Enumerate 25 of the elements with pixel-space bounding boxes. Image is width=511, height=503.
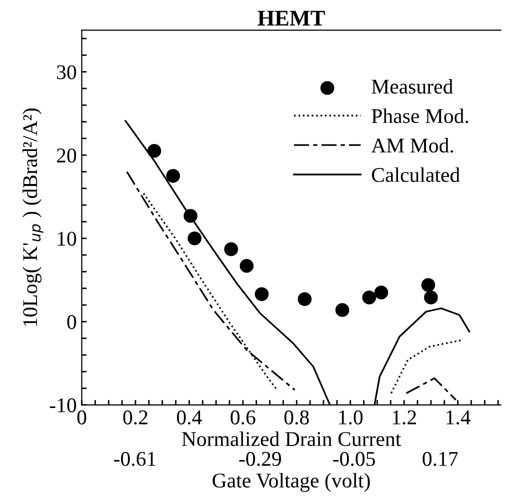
x2-tick-label: -0.05 bbox=[333, 452, 375, 466]
y-tick-label: 30 bbox=[57, 65, 76, 80]
chart-title: HEMT bbox=[258, 10, 325, 26]
y-tick-label: -10 bbox=[50, 398, 76, 412]
legend-label: Calculated bbox=[372, 167, 460, 182]
x-tick-label: 0.2 bbox=[123, 410, 148, 425]
x2-axis-title: Gate Voltage (volt) bbox=[212, 472, 370, 492]
y-axis-title: 10Log( K'$_{up}$ ) (dBrad²/A²) bbox=[22, 108, 44, 326]
y-tick-label: 10 bbox=[58, 232, 76, 246]
x-tick-label: 0 bbox=[77, 410, 86, 424]
legend-label: AM Mod. bbox=[371, 138, 454, 153]
y-tick-label: 0 bbox=[67, 315, 76, 330]
x-tick-label: 0.8 bbox=[284, 410, 309, 425]
legend-label: Phase Mod. bbox=[372, 108, 468, 124]
x-tick-label: 1.2 bbox=[392, 410, 416, 425]
legend-label: Measured bbox=[372, 79, 453, 94]
x-axis-title: Normalized Drain Current bbox=[182, 431, 402, 446]
x-tick-label: 1.4 bbox=[446, 410, 470, 425]
x-tick-label: 0.4 bbox=[176, 410, 202, 425]
x2-tick-label: 0.17 bbox=[422, 452, 458, 466]
y-tick-label: 20 bbox=[56, 148, 76, 163]
x-tick-label: 0.6 bbox=[230, 410, 256, 425]
x2-tick-label: -0.61 bbox=[114, 452, 156, 466]
x2-tick-label: -0.29 bbox=[239, 452, 282, 466]
x-tick-label: 1.0 bbox=[339, 410, 363, 425]
